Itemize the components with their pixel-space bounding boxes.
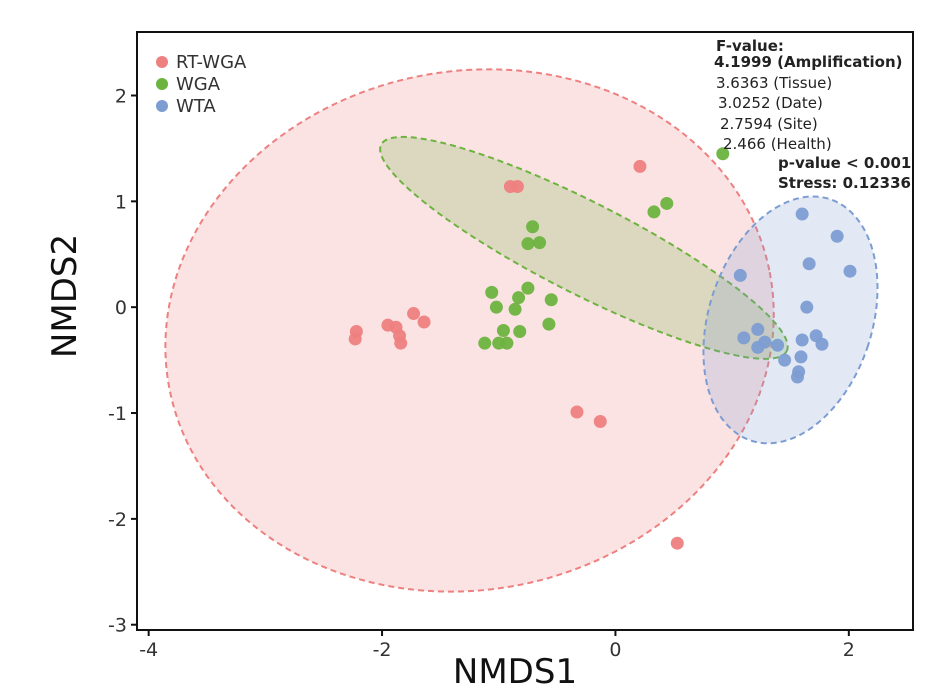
x-axis-title: NMDS1	[453, 652, 577, 690]
f-value-date: 3.0252 (Date)	[718, 94, 823, 112]
point-rt-wga	[670, 536, 684, 550]
point-wga	[716, 147, 730, 161]
point-wga	[660, 196, 674, 210]
y-tick-label: 1	[115, 191, 127, 213]
y-tick-label: 0	[115, 297, 127, 319]
point-rt-wga	[570, 405, 584, 419]
ellipse-wta	[702, 195, 879, 445]
f-value-site: 2.7594 (Site)	[720, 115, 818, 133]
point-wga	[512, 291, 526, 305]
point-wga	[526, 220, 540, 234]
point-wta	[794, 350, 808, 364]
point-wga	[500, 336, 514, 350]
point-rt-wga	[394, 336, 408, 350]
point-rt-wga	[407, 307, 421, 321]
point-wta	[815, 337, 829, 351]
legend-marker-rt-wga	[156, 56, 168, 68]
point-wta	[733, 268, 747, 282]
point-wta	[795, 207, 809, 221]
f-value-amplification: 4.1999 (Amplification)	[714, 53, 903, 71]
point-wga	[485, 285, 499, 299]
f-value-tissue: 3.6363 (Tissue)	[716, 74, 832, 92]
point-wga	[478, 336, 492, 350]
point-wta	[771, 338, 785, 352]
ellipses-layer	[164, 68, 879, 593]
points-layer	[348, 147, 857, 550]
point-wga	[544, 293, 558, 307]
p-value: p-value < 0.001	[778, 154, 911, 172]
legend-marker-wta	[156, 100, 168, 112]
point-wga	[521, 237, 535, 251]
legend-label-wga: WGA	[176, 74, 221, 95]
point-wga	[496, 323, 510, 337]
point-wta	[751, 340, 765, 354]
point-wta	[802, 257, 816, 271]
plot-frame	[136, 31, 914, 631]
x-tick-label: -4	[139, 639, 158, 661]
point-rt-wga	[510, 180, 524, 194]
point-wga	[542, 317, 556, 331]
legend-marker-wga	[156, 78, 168, 90]
point-wta	[751, 322, 765, 336]
point-rt-wga	[633, 159, 647, 173]
legend-label-rt-wga: RT-WGA	[176, 52, 247, 73]
point-wta	[790, 370, 804, 384]
point-wta	[830, 229, 844, 243]
point-wga	[489, 300, 503, 314]
y-tick-label: 2	[115, 86, 127, 108]
point-wga	[513, 325, 527, 339]
stats-annotation: F-value: 4.1999 (Amplification) 3.6363 (…	[714, 37, 911, 192]
point-wta	[778, 353, 792, 367]
point-rt-wga	[593, 414, 607, 428]
point-wga	[508, 302, 522, 316]
x-tick-label: 0	[609, 639, 621, 661]
y-tick-label: -3	[108, 615, 127, 637]
ticks-layer: -4 -2 0 2 2 1 0 -1 -2 -3	[108, 86, 855, 661]
point-wta	[737, 331, 751, 345]
x-tick-label: -2	[373, 639, 392, 661]
x-tick-label: 2	[843, 639, 855, 661]
y-axis-title: NMDS2	[45, 234, 85, 358]
y-tick-label: -1	[108, 403, 127, 425]
ellipse-rt-wga	[164, 68, 775, 593]
point-wta	[843, 264, 857, 278]
y-tick-label: -2	[108, 509, 127, 531]
stress-value: Stress: 0.12336	[778, 174, 911, 192]
f-value-health: 2.466 (Health)	[723, 135, 832, 153]
point-wga	[647, 205, 661, 219]
legend: RT-WGA WGA WTA	[156, 52, 247, 117]
f-value-header: F-value:	[716, 37, 784, 55]
point-wga	[533, 236, 547, 250]
point-wta	[800, 300, 814, 314]
point-rt-wga	[417, 315, 431, 329]
legend-label-wta: WTA	[176, 96, 216, 117]
point-wta	[795, 333, 809, 347]
point-wga	[521, 281, 535, 295]
ellipse-wga	[379, 135, 789, 360]
point-rt-wga	[348, 332, 362, 346]
